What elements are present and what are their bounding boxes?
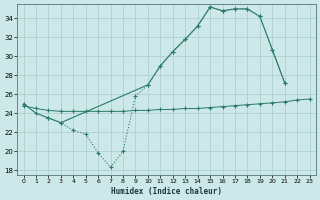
X-axis label: Humidex (Indice chaleur): Humidex (Indice chaleur) [111, 187, 222, 196]
